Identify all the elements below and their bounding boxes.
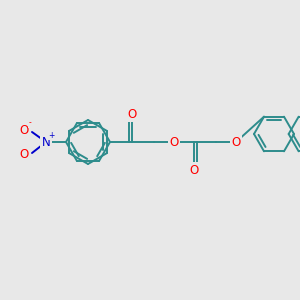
Text: O: O xyxy=(169,136,178,148)
Text: O: O xyxy=(189,164,199,176)
Text: O: O xyxy=(128,107,136,121)
Text: O: O xyxy=(20,148,28,161)
Text: O: O xyxy=(231,136,241,148)
Text: N: N xyxy=(42,136,50,148)
Text: -: - xyxy=(28,118,32,127)
Text: O: O xyxy=(20,124,28,136)
Text: +: + xyxy=(48,130,54,140)
